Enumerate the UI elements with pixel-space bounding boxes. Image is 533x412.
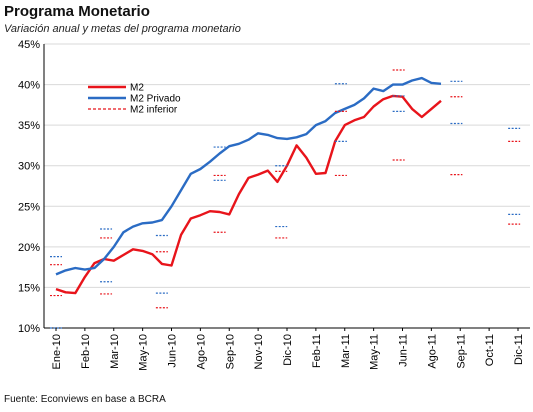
x-tick-label: Mar-10 [109, 334, 121, 369]
y-tick-label: 35% [18, 120, 40, 132]
x-tick-label: Jun-10 [167, 334, 179, 368]
x-tick-label: Feb-10 [80, 334, 92, 369]
y-axis: 10% 15% 20% 25% 30% 35% 40% 45% [18, 39, 45, 335]
y-tick-label: 15% [18, 282, 40, 294]
x-tick-label: Ago-10 [195, 334, 207, 369]
x-tick-label: Sep-11 [455, 334, 467, 369]
x-axis: Ene-10 Feb-10 Mar-10 May-10 Jun-10 Ago-10 Sep-… [44, 327, 530, 371]
legend-label: M2 inferior [130, 105, 178, 116]
series-line-m2 [55, 94, 442, 295]
x-tick-label: Feb-11 [311, 334, 323, 368]
source-note: Fuente: Econviews en base a BCRA [4, 394, 166, 405]
x-tick-label: Dic-10 [282, 334, 294, 366]
x-tick-label: May-10 [138, 334, 150, 371]
y-tick-label: 40% [18, 80, 40, 92]
x-tick-label: May-11 [369, 334, 381, 370]
y-tick-label: 10% [18, 323, 40, 335]
chart-title: Programa Monetario [4, 3, 150, 20]
y-tick-label: 45% [18, 39, 40, 51]
x-tick-label: Oct-11 [484, 334, 496, 366]
y-tick-label: 25% [18, 201, 40, 213]
x-tick-label: Dic-11 [513, 334, 525, 365]
y-tick-label: 20% [18, 242, 40, 254]
x-tick-label: Mar-11 [340, 334, 352, 368]
x-tick-label: Ago-11 [426, 334, 438, 369]
chart-subtitle: Variación anual y metas del programa mon… [4, 23, 241, 35]
legend-label: M2 [130, 83, 144, 94]
series-group [50, 69, 521, 329]
x-tick-label: Sep-10 [224, 334, 236, 369]
legend-label: M2 Privado [130, 94, 181, 105]
x-tick-label: Jun-11 [398, 334, 410, 367]
y-tick-label: 30% [18, 161, 40, 173]
x-tick-label: Nov-10 [253, 334, 265, 369]
x-tick-label: Ene-10 [51, 334, 63, 369]
series-line-m2-privado [55, 76, 442, 276]
